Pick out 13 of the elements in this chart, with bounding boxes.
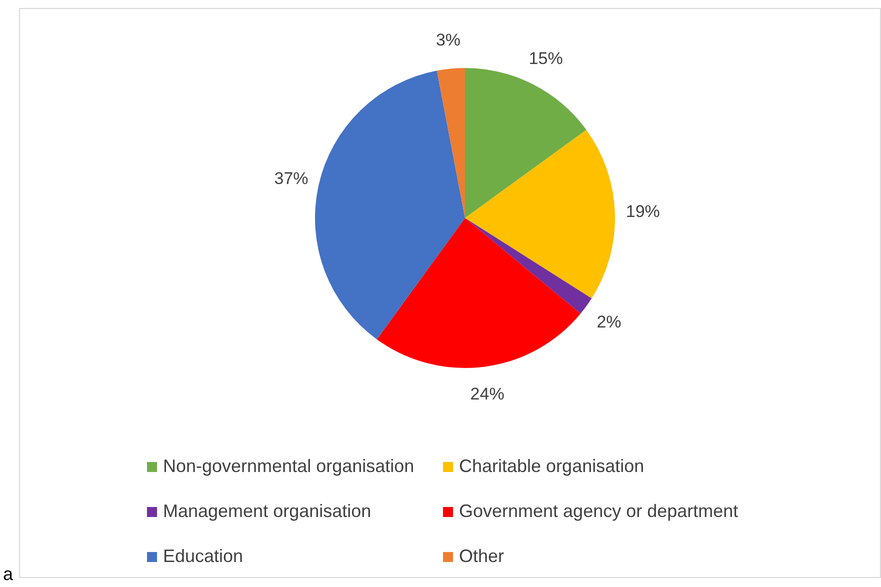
data-label: 15%: [528, 49, 563, 68]
data-label: 24%: [470, 384, 504, 404]
legend-label: Non-governmental organisation: [163, 456, 414, 477]
data-label: 37%: [274, 168, 308, 188]
legend-label: Charitable organisation: [459, 456, 644, 477]
data-label: 3%: [436, 30, 461, 50]
data-label: 19%: [626, 202, 660, 222]
legend-label: Management organisation: [163, 501, 372, 522]
legend-label: Government agency or department: [459, 501, 738, 522]
legend-label: Other: [459, 546, 504, 567]
legend-label: Education: [163, 546, 244, 567]
text: a: [3, 564, 14, 585]
data-label: 2%: [596, 312, 622, 332]
